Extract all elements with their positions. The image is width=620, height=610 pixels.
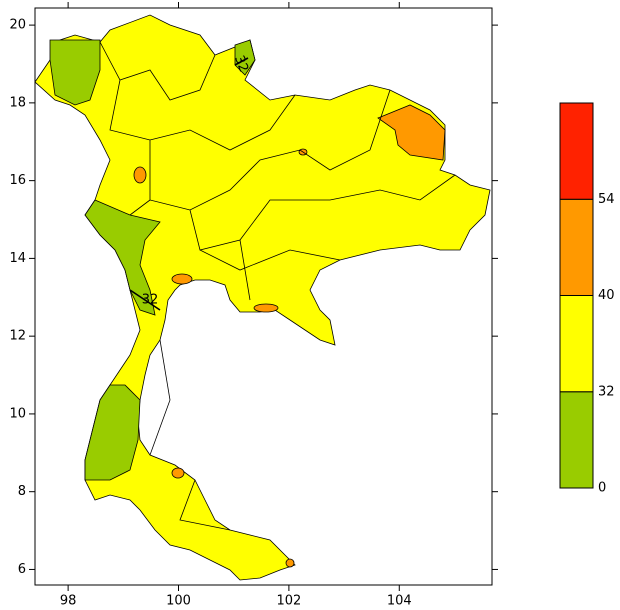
- y-tick-label: 20: [9, 18, 26, 33]
- zone-high: [171, 467, 185, 479]
- colorbar-band: [559, 295, 594, 393]
- province-border: [99, 41, 456, 531]
- x-tick-label: 104: [387, 594, 412, 609]
- zone-high: [253, 303, 279, 313]
- y-tick-label: 8: [18, 484, 26, 499]
- zone-high: [377, 104, 446, 161]
- colorbar-label: 32: [598, 384, 615, 399]
- zone-high: [285, 558, 295, 568]
- colorbar-label: 54: [598, 192, 615, 207]
- contour-label: 32: [231, 54, 251, 75]
- colorbar-band: [559, 102, 594, 200]
- zone-low: [234, 39, 256, 76]
- colorbar-label: 40: [598, 288, 615, 303]
- contour: [129, 57, 249, 311]
- zone-low: [84, 384, 141, 481]
- y-tick-label: 10: [9, 406, 26, 421]
- x-tick-label: 102: [276, 594, 301, 609]
- zone-low: [49, 39, 101, 106]
- land: [34, 14, 491, 581]
- y-tick-label: 18: [9, 95, 26, 110]
- contour-label: 32: [142, 293, 159, 308]
- x-tick-label: 98: [60, 594, 77, 609]
- colorbar-frame: [559, 102, 594, 489]
- y-tick-label: 16: [9, 173, 26, 188]
- zone-low: [84, 199, 161, 316]
- colorbar-label: 0: [598, 481, 606, 496]
- colorbar-band: [559, 198, 594, 296]
- zone-high: [133, 166, 147, 184]
- x-tick-label: 100: [166, 594, 191, 609]
- y-tick-label: 14: [9, 251, 26, 266]
- colorbar-band: [559, 391, 594, 489]
- y-tick-label: 12: [9, 329, 26, 344]
- zone-high: [171, 273, 193, 285]
- y-tick-label: 6: [18, 562, 26, 577]
